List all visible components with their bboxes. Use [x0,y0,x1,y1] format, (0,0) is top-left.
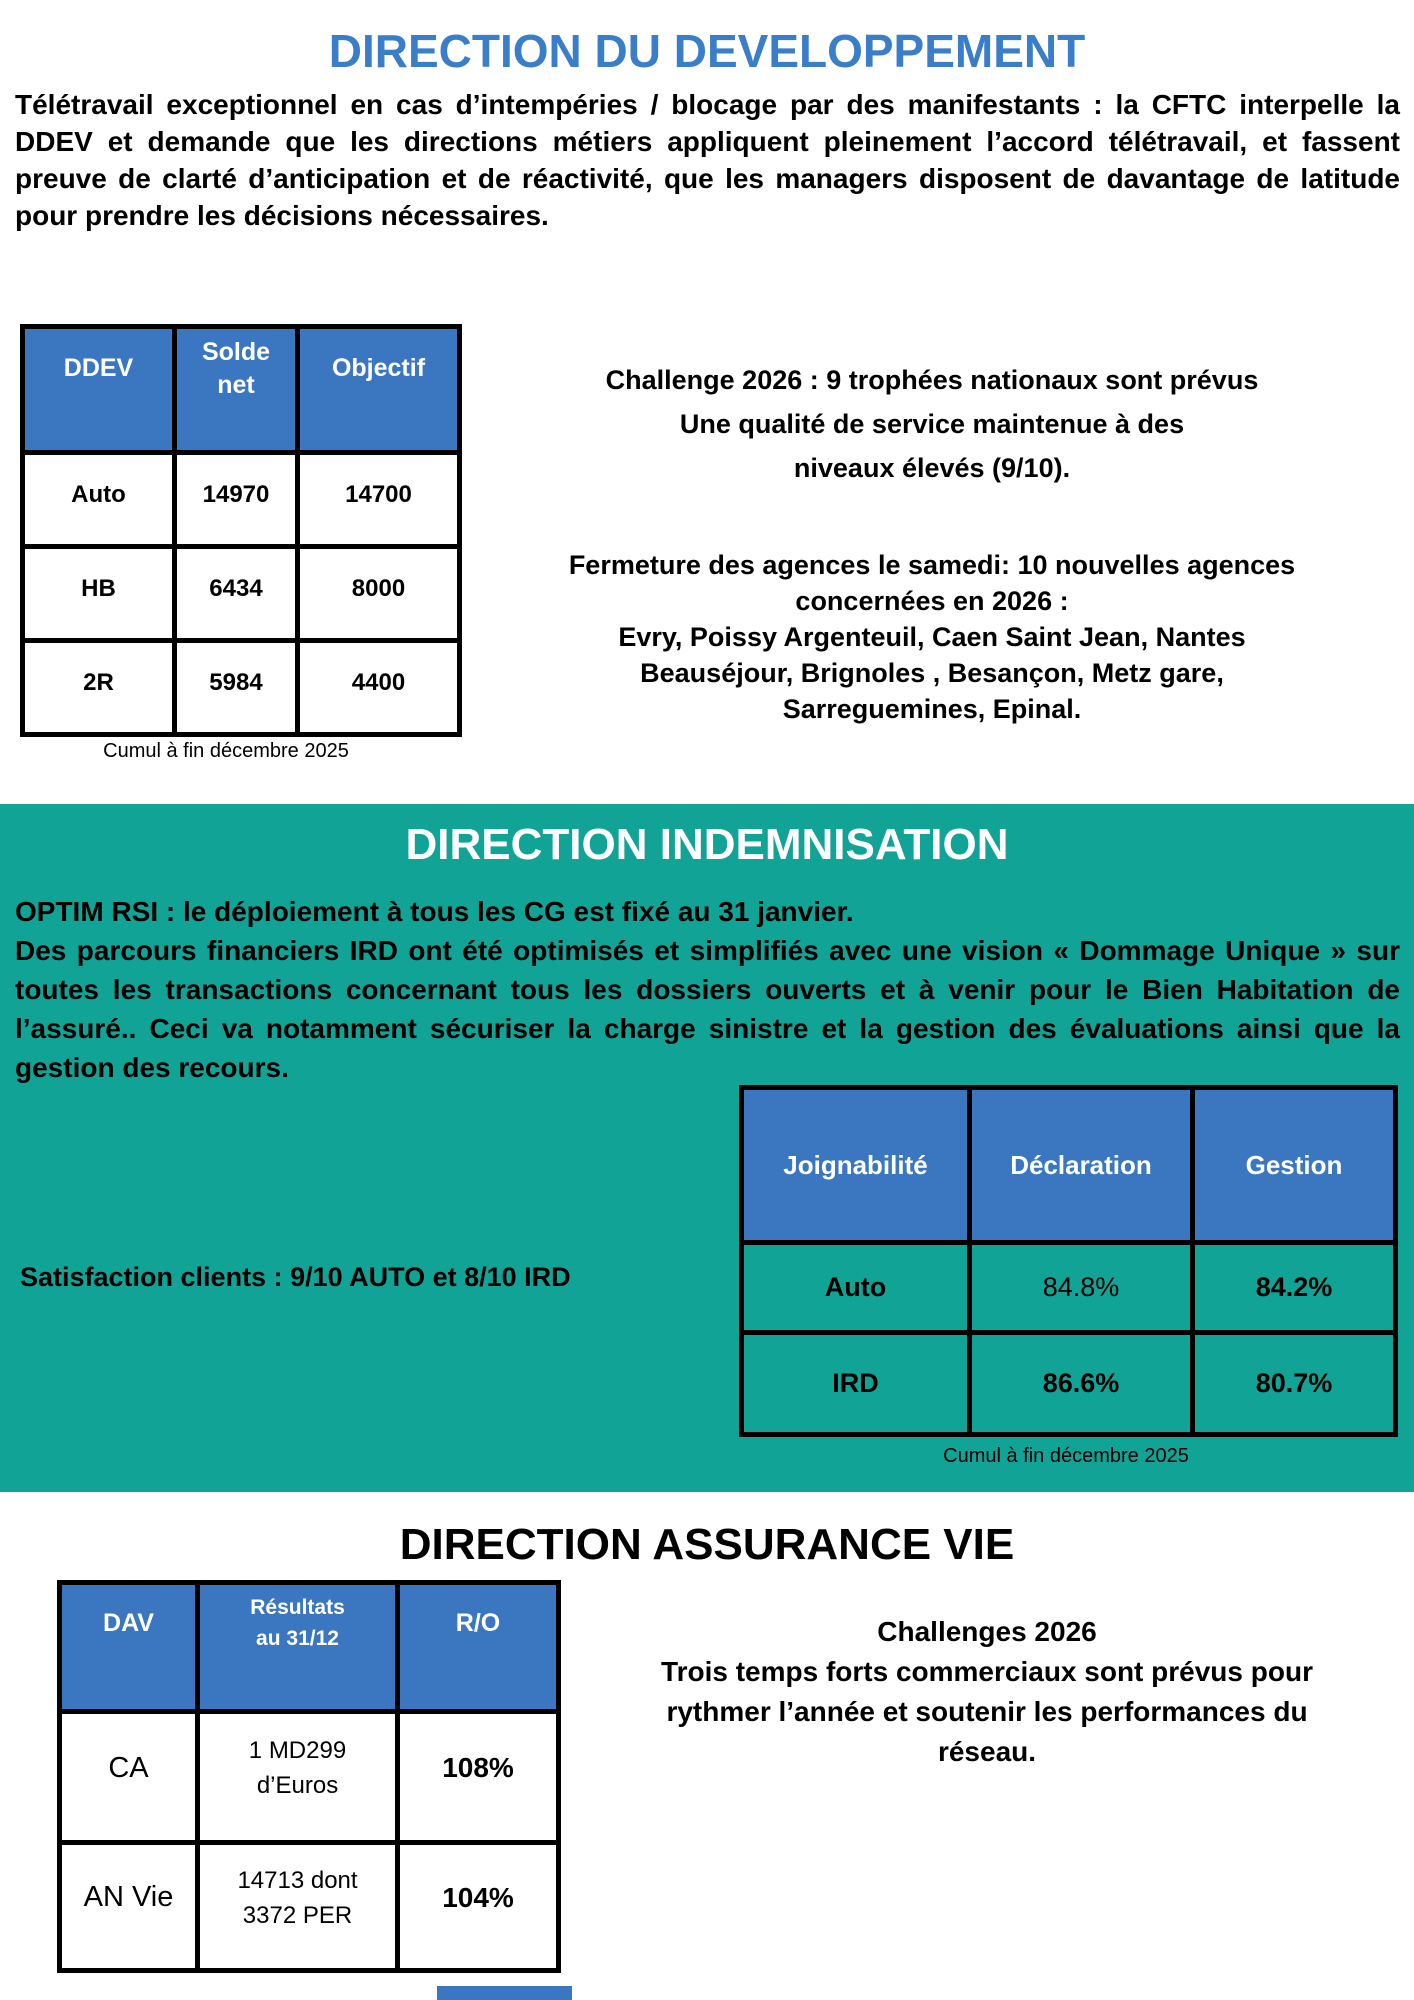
ddev-header-objectif: Objectif [295,324,462,455]
dav-header-dav: DAV [57,1580,200,1714]
ddev-cell-auto: Auto [20,450,177,549]
dav-header-row: DAV Résultats au 31/12 R/O [57,1580,561,1714]
challenge-2026-text: Challenge 2026 : 9 trophées nationaux so… [605,365,1259,483]
table-row: HB 6434 8000 [20,544,462,643]
ddev-cell-hb-objectif: 8000 [295,544,462,643]
joi-cell-auto-gestion: 84.2% [1190,1240,1398,1335]
table-row: IRD 86.6% 80.7% [739,1330,1398,1437]
joi-cell-auto: Auto [739,1240,972,1335]
parcours-financiers-paragraph: Des parcours financiers IRD ont été opti… [15,935,1400,1083]
ddev-cell-2r: 2R [20,638,177,737]
joi-header-joignabilite: Joignabilité [739,1085,972,1245]
ddev-header-ddev: DDEV [20,324,177,455]
indemnisation-paragraphs: OPTIM RSI : le déploiement à tous les CG… [15,892,1400,1087]
joi-cell-auto-declaration: 84.8% [967,1240,1195,1335]
joi-header-declaration: Déclaration [967,1085,1195,1245]
ddev-results-table: DDEV Solde net Objectif Auto 14970 14700… [20,324,462,737]
optim-rsi-paragraph: OPTIM RSI : le déploiement à tous les CG… [15,896,854,927]
satisfaction-clients-text: Satisfaction clients : 9/10 AUTO et 8/10… [20,1262,571,1292]
ddev-cell-hb-solde: 6434 [172,544,300,643]
ddev-cell-2r-objectif: 4400 [295,638,462,737]
table-row: Auto 84.8% 84.2% [739,1240,1398,1335]
dev-section-title: DIRECTION DU DEVELOPPEMENT [328,25,1086,77]
table-row: 2R 5984 4400 [20,638,462,737]
ddev-cell-auto-objectif: 14700 [295,450,462,549]
ddev-cell-hb: HB [20,544,177,643]
ddev-cell-auto-solde: 14970 [172,450,300,549]
joi-cell-ird-gestion: 80.7% [1190,1330,1398,1437]
joi-cell-ird-declaration: 86.6% [967,1330,1195,1437]
fermeture-agences-text: Fermeture des agences le samedi: 10 nouv… [568,550,1296,724]
indemnisation-section: DIRECTION INDEMNISATION OPTIM RSI : le d… [0,804,1414,1492]
joi-header-row: Joignabilité Déclaration Gestion [739,1085,1398,1245]
table-row: Auto 14970 14700 [20,450,462,549]
ddev-cell-2r-solde: 5984 [172,638,300,737]
joi-cell-ird: IRD [739,1330,972,1437]
vie-section-title: DIRECTION ASSURANCE VIE [399,1520,1015,1569]
table-row: CA 1 MD299 d’Euros 108% [57,1709,561,1845]
dav-header-resultats: Résultats au 31/12 [195,1580,400,1714]
dev-intro-paragraph: Télétravail exceptionnel en cas d’intemp… [15,89,1400,231]
joi-header-gestion: Gestion [1190,1085,1398,1245]
table-row: AN Vie 14713 dont 3372 PER 104% [57,1840,561,1973]
ddev-header-row: DDEV Solde net Objectif [20,324,462,455]
dav-cell-anvie-resultat: 14713 dont 3372 PER [195,1840,400,1973]
dav-header-ro: R/O [395,1580,561,1714]
ddev-header-solde-net: Solde net [172,324,300,455]
joi-table-caption: Cumul à fin décembre 2025 [943,1445,1189,1467]
challenges-2026-text: Challenges 2026 Trois temps forts commer… [661,1616,1313,1767]
dav-cell-ca: CA [57,1709,200,1845]
indemnisation-section-title: DIRECTION INDEMNISATION [405,820,1009,869]
dav-cell-anvie-ratio: 104% [395,1840,561,1973]
ddev-table-caption: Cumul à fin décembre 2025 [103,740,349,762]
dev-right-column: Challenge 2026 : 9 trophées nationaux so… [460,358,1404,727]
dav-cell-ca-ratio: 108% [395,1709,561,1845]
cutoff-next-table-sliver [437,1986,572,2000]
joignabilite-table: Joignabilité Déclaration Gestion Auto 84… [739,1085,1398,1437]
dav-cell-anvie: AN Vie [57,1840,200,1973]
dav-cell-ca-resultat: 1 MD299 d’Euros [195,1709,400,1845]
dav-results-table: DAV Résultats au 31/12 R/O CA 1 MD299 d’… [57,1580,561,1973]
